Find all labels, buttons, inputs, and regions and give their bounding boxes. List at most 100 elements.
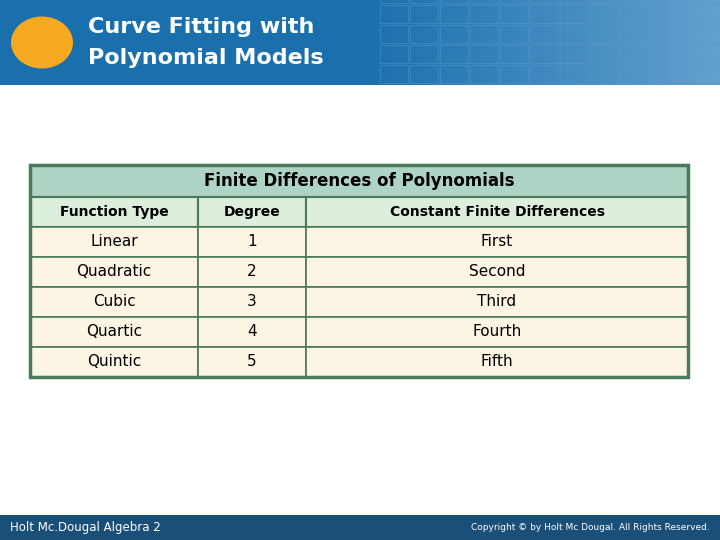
- Bar: [417, 0, 418, 85]
- Bar: [490, 0, 491, 85]
- Bar: [701, 0, 702, 85]
- Bar: [650, 0, 678, 3]
- Bar: [582, 0, 583, 85]
- Bar: [683, 0, 684, 85]
- Bar: [568, 0, 569, 85]
- Bar: [408, 0, 409, 85]
- Bar: [461, 0, 462, 85]
- Bar: [475, 0, 476, 85]
- Bar: [646, 0, 647, 85]
- Bar: [601, 0, 602, 85]
- Bar: [595, 0, 596, 85]
- Bar: [410, 0, 438, 3]
- Bar: [622, 0, 623, 85]
- Bar: [673, 0, 674, 85]
- Bar: [565, 0, 566, 85]
- Bar: [584, 0, 585, 85]
- Bar: [367, 0, 368, 85]
- Bar: [532, 0, 533, 85]
- Bar: [492, 0, 493, 85]
- Bar: [30, 287, 198, 317]
- Bar: [651, 0, 652, 85]
- Bar: [621, 0, 622, 85]
- Bar: [472, 0, 473, 85]
- Bar: [370, 0, 371, 85]
- Bar: [381, 0, 382, 85]
- Bar: [30, 257, 198, 287]
- Bar: [639, 0, 640, 85]
- Bar: [306, 287, 688, 317]
- Bar: [697, 0, 698, 85]
- Bar: [448, 0, 449, 85]
- Bar: [690, 0, 691, 85]
- Bar: [377, 0, 378, 85]
- Bar: [364, 0, 365, 85]
- Bar: [415, 0, 416, 85]
- Bar: [620, 5, 648, 23]
- Bar: [419, 0, 420, 85]
- Bar: [556, 0, 557, 85]
- Bar: [645, 0, 646, 85]
- Bar: [500, 45, 528, 63]
- Bar: [667, 0, 668, 85]
- Bar: [675, 0, 676, 85]
- Bar: [578, 0, 579, 85]
- Bar: [592, 0, 593, 85]
- Bar: [652, 0, 653, 85]
- Bar: [710, 65, 720, 83]
- Bar: [575, 0, 576, 85]
- Bar: [680, 65, 708, 83]
- Bar: [529, 0, 530, 85]
- Bar: [548, 0, 549, 85]
- Bar: [500, 0, 501, 85]
- Bar: [590, 25, 618, 43]
- Bar: [399, 0, 400, 85]
- Bar: [545, 0, 546, 85]
- Bar: [428, 0, 429, 85]
- Bar: [598, 0, 599, 85]
- Bar: [700, 0, 701, 85]
- Bar: [530, 0, 531, 85]
- Bar: [456, 0, 457, 85]
- Bar: [466, 0, 467, 85]
- Bar: [30, 227, 198, 257]
- Bar: [446, 0, 447, 85]
- Bar: [641, 0, 642, 85]
- Bar: [708, 0, 709, 85]
- Bar: [523, 0, 524, 85]
- Bar: [653, 0, 654, 85]
- Bar: [452, 0, 453, 85]
- Text: Third: Third: [477, 294, 516, 309]
- Bar: [693, 0, 694, 85]
- Bar: [580, 0, 581, 85]
- Bar: [482, 0, 483, 85]
- Bar: [554, 0, 555, 85]
- Bar: [459, 0, 460, 85]
- Bar: [422, 0, 423, 85]
- Bar: [438, 0, 439, 85]
- Bar: [583, 0, 584, 85]
- Bar: [640, 0, 641, 85]
- Bar: [530, 0, 558, 3]
- Text: 5: 5: [247, 354, 257, 369]
- Ellipse shape: [11, 17, 73, 69]
- Bar: [542, 0, 543, 85]
- Bar: [623, 0, 624, 85]
- Bar: [416, 0, 417, 85]
- Bar: [605, 0, 606, 85]
- Bar: [373, 0, 374, 85]
- Bar: [705, 0, 706, 85]
- Text: Degree: Degree: [224, 205, 280, 219]
- Bar: [455, 0, 456, 85]
- Bar: [718, 0, 719, 85]
- Bar: [717, 0, 718, 85]
- Text: Polynomial Models: Polynomial Models: [88, 48, 323, 68]
- Bar: [493, 0, 494, 85]
- Bar: [665, 0, 666, 85]
- Bar: [387, 0, 388, 85]
- Bar: [306, 317, 688, 347]
- Bar: [557, 0, 558, 85]
- Bar: [713, 0, 714, 85]
- Bar: [610, 0, 611, 85]
- Bar: [430, 0, 431, 85]
